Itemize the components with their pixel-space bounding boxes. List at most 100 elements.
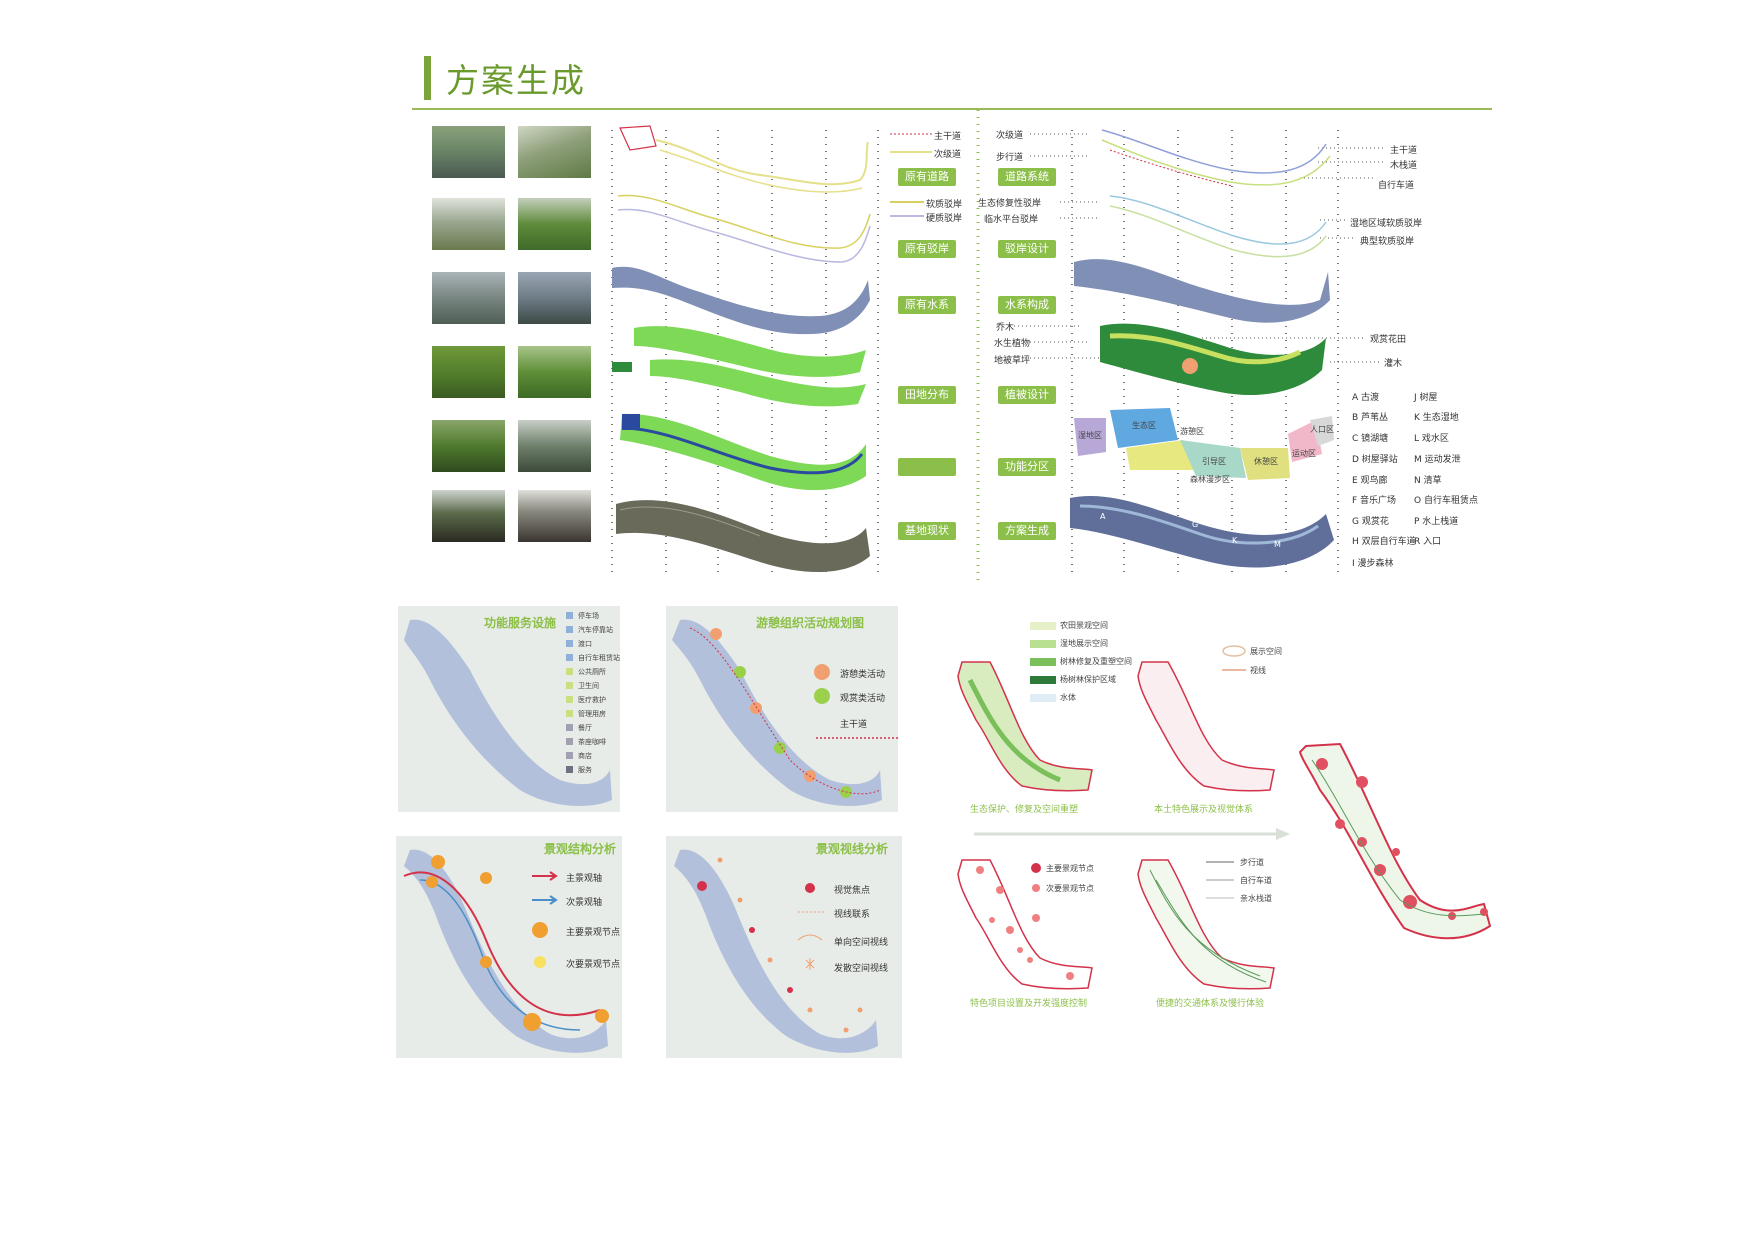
site-photo (518, 490, 591, 542)
service-legend-item: 餐厅 (578, 724, 592, 732)
service-legend-item: 服务 (578, 766, 592, 774)
existing-combined (620, 413, 866, 491)
panel-title-activity: 游憩组织活动规划图 (756, 616, 865, 630)
site-legend-item: E 观鸟廊 (1352, 476, 1388, 486)
label-main-road: 主干道 (1390, 146, 1418, 156)
label-flower-field: 观赏花田 (1370, 335, 1407, 345)
existing-water (612, 266, 870, 335)
existing-aerial (616, 500, 870, 573)
site-photo (518, 346, 591, 398)
zone-label: 游憩区 (1180, 427, 1204, 436)
site-legend-item: K 生态湿地 (1414, 413, 1459, 423)
structure-legend-item: 次景观轴 (566, 898, 603, 908)
legend-main-road: 主干道 (934, 132, 962, 142)
tag-water-system: 水系构成 (998, 296, 1056, 314)
site-legend-item: J 树屋 (1414, 393, 1438, 403)
diagram-caption: 便捷的交通体系及慢行体验 (1156, 999, 1265, 1009)
existing-farmland (612, 326, 866, 407)
label-wetland-bank: 湿地区域软质驳岸 (1350, 219, 1423, 229)
panel-title-sight: 景观视线分析 (816, 842, 889, 856)
concept-legend-item: 农田景观空间 (1060, 621, 1108, 630)
site-photo (432, 490, 505, 542)
label-typical-bank: 典型软质驳岸 (1360, 237, 1415, 247)
label-plank-road: 木栈道 (1390, 161, 1418, 171)
site-legend-item: O 自行车租赁点 (1414, 496, 1478, 506)
sight-legend-item: 单向空间视线 (834, 938, 889, 948)
service-legend-item: 商店 (578, 752, 592, 760)
label-shrub: 灌木 (1384, 359, 1403, 369)
service-legend-item: 管理用房 (578, 710, 606, 718)
diagram-caption: 本土特色展示及视觉体系 (1154, 805, 1254, 815)
structure-legend-item: 主景观轴 (566, 874, 603, 884)
map-letter: G (1192, 520, 1199, 529)
tag-planting-design: 植被设计 (998, 386, 1056, 404)
service-legend-item: 卫生间 (578, 682, 599, 690)
label-ground: 地被草坪 (994, 356, 1031, 366)
service-legend-item: 停车场 (578, 612, 599, 620)
tag-road-system: 道路系统 (998, 168, 1056, 186)
site-photo (432, 420, 505, 472)
title-divider (412, 108, 1492, 110)
site-legend-item: P 水上栈道 (1414, 517, 1459, 527)
activity-legend-item: 观赏类活动 (840, 694, 886, 704)
zone-label: 运动区 (1292, 449, 1316, 458)
site-legend-item: N 清草 (1414, 476, 1442, 486)
concept-legend-item: 水体 (1060, 693, 1076, 702)
page-title: 方案生成 (446, 61, 586, 100)
zone-label: 引导区 (1202, 457, 1226, 466)
concept-legend2-item: 展示空间 (1250, 647, 1282, 656)
site-photo (518, 198, 591, 250)
site-legend-item: A 古渡 (1352, 393, 1380, 403)
site-photo (518, 126, 591, 178)
site-legend-item: D 树屋驿站 (1352, 455, 1398, 465)
concept-legend2-item: 视线 (1250, 666, 1266, 675)
panel-title-structure: 景观结构分析 (544, 842, 617, 856)
site-legend-item: C 镜湖塘 (1352, 434, 1389, 444)
concept-legend4-item: 步行道 (1240, 858, 1264, 867)
site-photo (518, 272, 591, 324)
concept-legend-item: 树林修复及重塑空间 (1060, 657, 1132, 666)
tag-original-water: 原有水系 (898, 296, 956, 314)
concept-legend3-item: 主要景观节点 (1046, 864, 1094, 873)
concept-legend-item: 杨树林保护区域 (1060, 675, 1116, 684)
map-letter: M (1274, 540, 1281, 549)
site-legend-item: H 双层自行车道 (1352, 537, 1416, 547)
legend-soft-bank: 软质驳岸 (926, 200, 963, 210)
tag-original-banks: 原有驳岸 (898, 240, 956, 258)
site-legend-item: F 音乐广场 (1352, 496, 1397, 506)
diagram-caption: 特色项目设置及开发强度控制 (970, 999, 1088, 1009)
service-legend-item: 汽车停靠站 (578, 626, 613, 634)
map-letter: R (1316, 504, 1322, 513)
site-photo (432, 126, 505, 178)
tag-bank-design: 驳岸设计 (998, 240, 1056, 258)
existing-roads (619, 125, 869, 193)
zone-label: 森林漫步区 (1190, 475, 1230, 484)
existing-banks (617, 194, 871, 263)
site-photo (432, 198, 505, 250)
tag-blank (898, 458, 956, 476)
tag-farmland: 田地分布 (898, 386, 956, 404)
site-legend-item: L 戏水区 (1414, 434, 1449, 444)
label-eco-bank: 生态修复性驳岸 (978, 199, 1042, 209)
site-photo (432, 272, 505, 324)
map-letter: A (1100, 512, 1106, 521)
concept-legend4-item: 自行车道 (1240, 876, 1272, 885)
map-letter: D (1138, 494, 1145, 503)
label-tree: 乔木 (996, 323, 1015, 333)
site-legend-item: G 观赏花 (1352, 517, 1389, 527)
diagram-caption: 生态保护、修复及空间重塑 (970, 805, 1079, 815)
panel-title-service: 功能服务设施 (484, 616, 557, 630)
legend-sub-road: 次级道 (934, 150, 962, 160)
structure-legend-item: 主要景观节点 (566, 928, 621, 938)
zone-label: 湿地区 (1078, 431, 1102, 440)
label-platform-bank: 临水平台驳岸 (984, 215, 1039, 225)
concept-legend-item: 湿地展示空间 (1060, 639, 1108, 648)
site-legend-item: I 漫步森林 (1352, 559, 1394, 569)
site-legend-item: B 芦苇丛 (1352, 413, 1389, 423)
site-photo (518, 420, 591, 472)
title-accent-bar (424, 56, 431, 100)
